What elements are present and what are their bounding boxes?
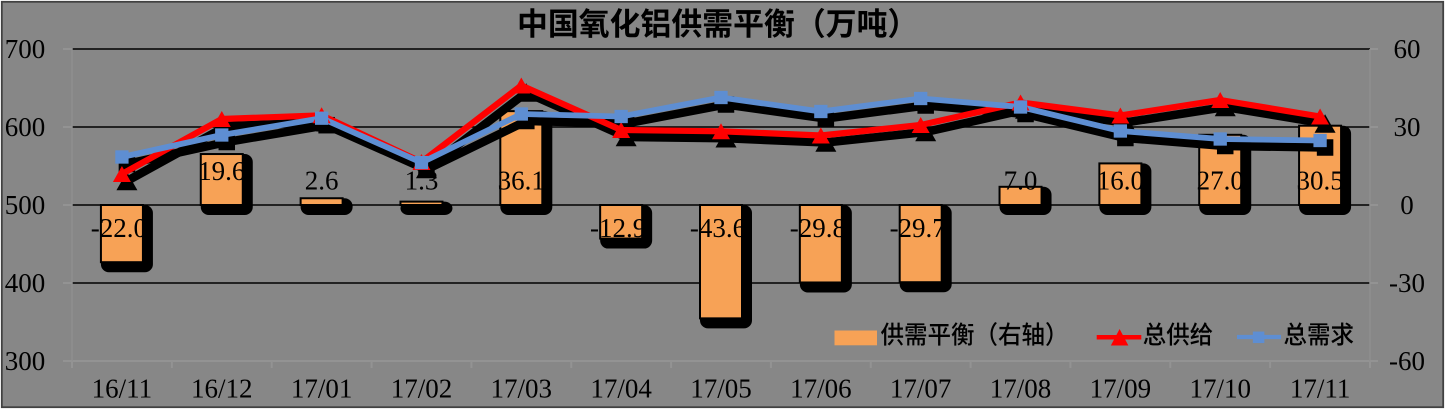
svg-text:7.0: 7.0 [1004,166,1038,196]
svg-text:17/10: 17/10 [1189,374,1251,404]
svg-text:36.1: 36.1 [498,166,545,196]
svg-text:17/09: 17/09 [1090,374,1152,404]
svg-text:0: 0 [1400,190,1414,220]
svg-text:17/05: 17/05 [690,374,752,404]
svg-text:17/06: 17/06 [790,374,852,404]
svg-text:16/12: 16/12 [191,374,253,404]
svg-text:30: 30 [1394,112,1421,142]
svg-text:17/04: 17/04 [590,374,652,404]
svg-text:17/11: 17/11 [1290,374,1351,404]
svg-text:19.6: 19.6 [198,156,245,186]
svg-text:-22.0: -22.0 [91,213,147,243]
svg-text:17/01: 17/01 [291,374,353,404]
svg-text:-43.6: -43.6 [690,213,746,243]
svg-text:400: 400 [5,268,46,298]
svg-text:60: 60 [1394,34,1421,64]
svg-text:17/07: 17/07 [890,374,952,404]
svg-text:-12.9: -12.9 [590,213,646,243]
svg-text:600: 600 [5,112,46,142]
svg-text:300: 300 [5,346,46,376]
svg-text:700: 700 [5,34,46,64]
svg-text:17/02: 17/02 [391,374,453,404]
svg-text:17/08: 17/08 [990,374,1052,404]
svg-text:-29.7: -29.7 [890,213,946,243]
svg-text:27.0: 27.0 [1197,166,1244,196]
svg-text:-30: -30 [1389,268,1425,298]
svg-text:16/11: 16/11 [92,374,153,404]
svg-text:17/03: 17/03 [491,374,553,404]
svg-text:-29.8: -29.8 [790,213,846,243]
svg-text:16.0: 16.0 [1097,166,1144,196]
svg-text:-60: -60 [1389,346,1425,376]
svg-text:500: 500 [5,190,46,220]
svg-text:30.5: 30.5 [1296,166,1343,196]
svg-text:2.6: 2.6 [305,166,339,196]
